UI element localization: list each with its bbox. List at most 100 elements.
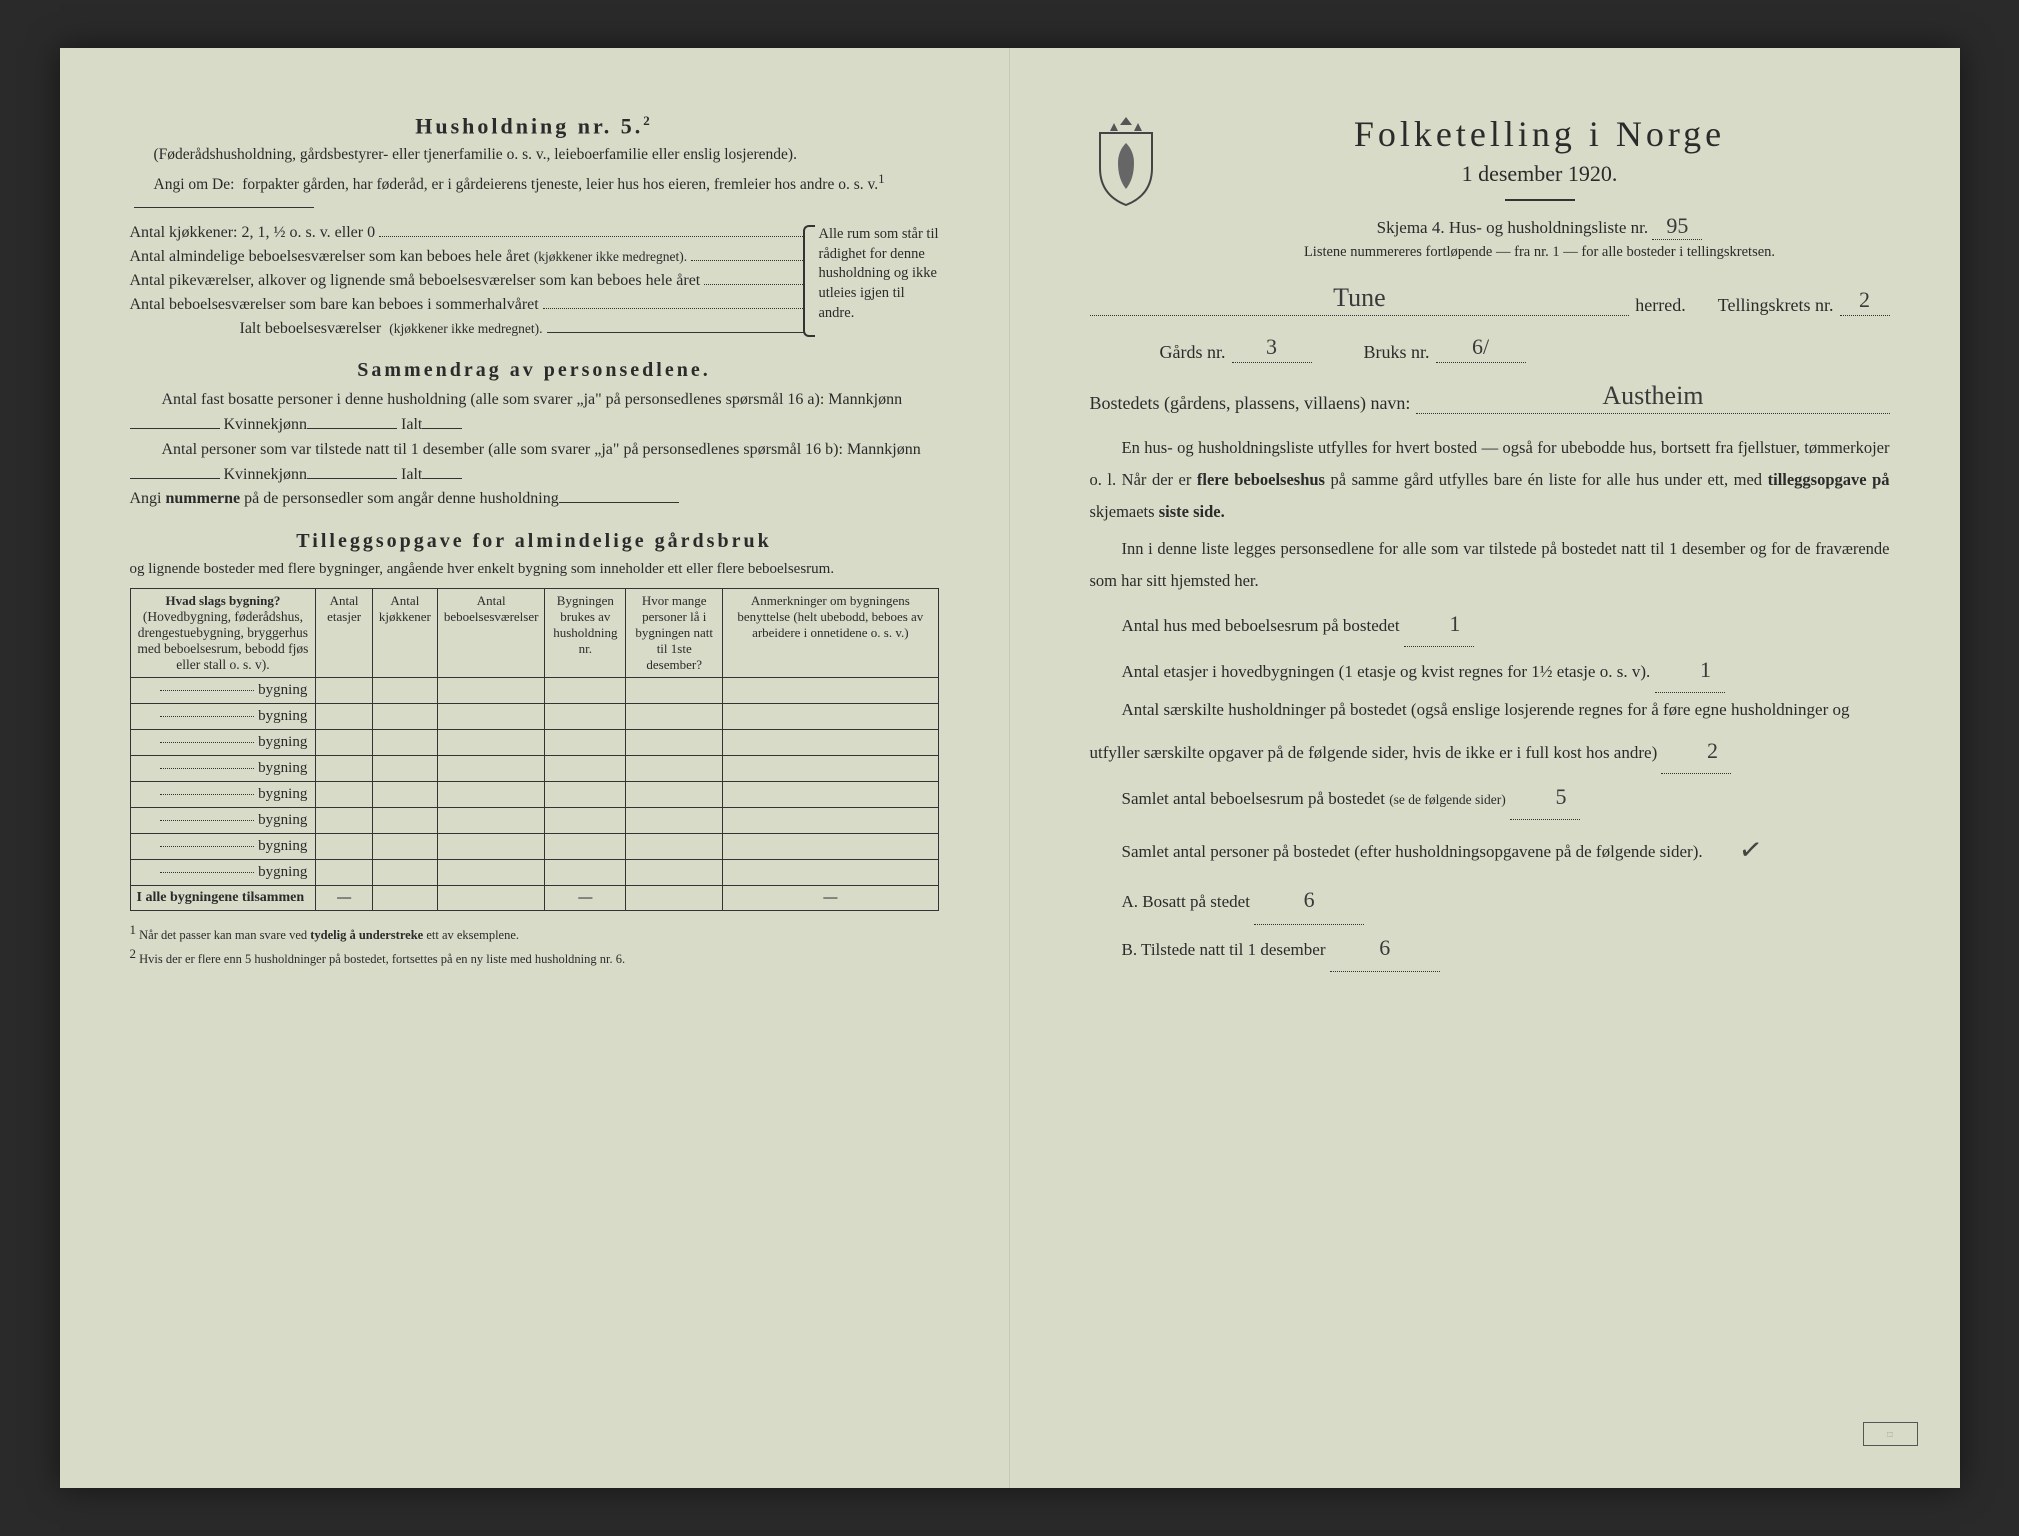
note-angi: Angi om De: forpakter gården, har føderå…: [130, 170, 939, 217]
s3-value: 2: [1661, 728, 1731, 774]
tf-dash3: —: [723, 886, 938, 911]
table-footer-row: I alle bygningene tilsammen — — —: [130, 886, 938, 911]
angi-nummerne-row: Angi nummerne på de personsedler som ang…: [130, 487, 939, 512]
left-page: Husholdning nr. 5.2 (Føderådshusholdning…: [60, 48, 1010, 1488]
bosted-value: Austheim: [1416, 381, 1889, 414]
title-rule: [1505, 199, 1575, 201]
footnotes: 1 Når det passer kan man svare ved tydel…: [130, 921, 939, 968]
th-col6: Hvor mange personer lå i bygningen natt …: [626, 589, 723, 678]
sum-kvinne2: Kvinnekjønn: [224, 466, 308, 483]
sA-label: A. Bosatt på stedet: [1122, 892, 1250, 911]
buildings-table: Hvad slags bygning?(Hovedbygning, føderå…: [130, 588, 939, 911]
skjema-label: Skjema 4. Hus- og husholdningsliste nr.: [1377, 218, 1649, 237]
gards-row: Gårds nr. 3 Bruks nr. 6/: [1160, 334, 1890, 363]
main-title: Folketelling i Norge: [1190, 113, 1890, 155]
krets-value: 2: [1840, 287, 1890, 316]
tf-label: I alle bygningene tilsammen: [130, 886, 316, 911]
census-date: 1 desember 1920.: [1190, 161, 1890, 187]
sB-label: B. Tilstede natt til 1 desember: [1122, 940, 1326, 959]
bosted-row: Bostedets (gårdens, plassens, villaens) …: [1090, 381, 1890, 414]
census-document: Husholdning nr. 5.2 (Føderådshusholdning…: [60, 48, 1960, 1488]
sum-ialt2: Ialt: [401, 466, 422, 483]
table-row: bygning: [130, 756, 938, 782]
angi-rest2: på de personsedler som angår denne husho…: [244, 490, 559, 507]
rooms-brace-section: Antal kjøkkener: 2, 1, ½ o. s. v. eller …: [130, 221, 939, 341]
s4-value: 5: [1510, 774, 1580, 820]
rooms-b-row: Antal pikeværelser, alkover og lignende …: [130, 269, 809, 293]
s4-label: Samlet antal beboelsesrum på bostedet: [1122, 789, 1385, 808]
herred-row: Tune herred. Tellingskrets nr. 2: [1090, 283, 1890, 316]
s5-label: Samlet antal personer på bostedet (efter…: [1122, 842, 1703, 861]
stat-personer-header: Samlet antal personer på bostedet (efter…: [1090, 820, 1890, 877]
krets-label: Tellingskrets nr.: [1718, 295, 1834, 316]
s2-value: 1: [1655, 647, 1725, 693]
liste-note: Listene nummereres fortløpende — fra nr.…: [1190, 244, 1890, 261]
angi-word: Angi: [130, 490, 162, 507]
table-row: bygning: [130, 730, 938, 756]
stat-a-row: A. Bosatt på stedet 6: [1122, 877, 1890, 924]
bruks-label: Bruks nr.: [1364, 342, 1430, 363]
stat-beboelsesrum: Samlet antal beboelsesrum på bostedet (s…: [1090, 774, 1890, 820]
rooms-b-label: Antal pikeværelser, alkover og lignende …: [130, 269, 701, 293]
th-col3: Antal kjøkkener: [372, 589, 437, 678]
table-row: bygning: [130, 808, 938, 834]
bosted-label: Bostedets (gårdens, plassens, villaens) …: [1090, 393, 1411, 414]
angi-sup: 1: [878, 171, 885, 186]
nummerne-word: nummerne: [166, 490, 241, 507]
instruction-para-2: Inn i denne liste legges personsedlene f…: [1090, 533, 1890, 597]
fn2-text: Hvis der er flere enn 5 husholdninger på…: [139, 952, 625, 966]
note-paren: (Føderådshusholdning, gårdsbestyrer- ell…: [130, 145, 939, 166]
para1b-bold2: tilleggsopgave på: [1768, 470, 1890, 489]
rooms-a-row: Antal almindelige beboelsesværelser som …: [130, 245, 809, 269]
tf-dash2: —: [545, 886, 626, 911]
bygning-cell: bygning: [130, 782, 316, 808]
instruction-para-1: En hus- og husholdningsliste utfylles fo…: [1090, 432, 1890, 529]
s1-label: Antal hus med beboelsesrum på bostedet: [1122, 616, 1400, 635]
right-page: Folketelling i Norge 1 desember 1920. Sk…: [1010, 48, 1960, 1488]
th-col7: Anmerkninger om bygningens benyttelse (h…: [723, 589, 938, 678]
summary-p1: Antal fast bosatte personer i denne hush…: [130, 388, 939, 438]
para1b-bold3: siste side.: [1159, 502, 1225, 521]
bygning-cell: bygning: [130, 808, 316, 834]
s4-small: (se de følgende sider): [1389, 792, 1506, 807]
footnote-2: 2 Hvis der er flere enn 5 husholdninger …: [130, 945, 939, 969]
th-col1: Hvad slags bygning?(Hovedbygning, føderå…: [130, 589, 316, 678]
liste-nr-value: 95: [1652, 213, 1702, 240]
sum-p1a: Antal fast bosatte personer i denne hush…: [162, 391, 903, 408]
herred-value: Tune: [1090, 283, 1630, 316]
gards-label: Gårds nr.: [1160, 342, 1226, 363]
th-col1-sub: (Hovedbygning, føderådshus, drengestueby…: [137, 609, 308, 672]
fn2-sup: 2: [130, 946, 137, 961]
kitchens-row: Antal kjøkkener: 2, 1, ½ o. s. v. eller …: [130, 221, 809, 245]
total-rooms-label: Ialt beboelsesværelser: [240, 320, 382, 337]
bygning-cell: bygning: [130, 678, 316, 704]
table-row: bygning: [130, 860, 938, 886]
kitchens-label: Antal kjøkkener: 2, 1, ½ o. s. v. eller …: [130, 221, 376, 245]
household-heading: Husholdning nr. 5.2: [130, 113, 939, 139]
heading-text: Husholdning nr. 5.: [415, 113, 643, 138]
th-col5: Bygningen brukes av husholdning nr.: [545, 589, 626, 678]
table-header-row: Hvad slags bygning?(Hovedbygning, føderå…: [130, 589, 938, 678]
header-block: Folketelling i Norge 1 desember 1920. Sk…: [1090, 113, 1890, 261]
rooms-c-row: Antal beboelsesværelser som bare kan beb…: [130, 293, 809, 317]
tf-dash1: —: [316, 886, 373, 911]
sum-p2a: Antal personer som var tilstede natt til…: [162, 441, 921, 458]
bruks-value: 6/: [1436, 334, 1526, 363]
fn1-sup: 1: [130, 922, 137, 937]
th-col1-b: Hvad slags bygning?: [165, 593, 280, 608]
bygning-cell: bygning: [130, 704, 316, 730]
th-col4: Antal beboelsesværelser: [437, 589, 545, 678]
bygning-cell: bygning: [130, 730, 316, 756]
gards-value: 3: [1232, 334, 1312, 363]
fn1-b: tydelig å understreke: [310, 928, 423, 942]
sB-value: 6: [1330, 925, 1440, 972]
tillegg-sub: og lignende bosteder med flere bygninger…: [130, 559, 939, 580]
sum-ialt1: Ialt: [401, 416, 422, 433]
stat-etasjer: Antal etasjer i hovedbygningen (1 etasje…: [1090, 647, 1890, 693]
heading-sup: 2: [643, 113, 653, 128]
title-stack: Folketelling i Norge 1 desember 1920. Sk…: [1190, 113, 1890, 261]
s1-value: 1: [1404, 601, 1474, 647]
bygning-cell: bygning: [130, 860, 316, 886]
angi-rest: forpakter gården, har føderåd, er i gård…: [242, 176, 878, 193]
para1b-bold: flere beboelseshus: [1197, 470, 1325, 489]
